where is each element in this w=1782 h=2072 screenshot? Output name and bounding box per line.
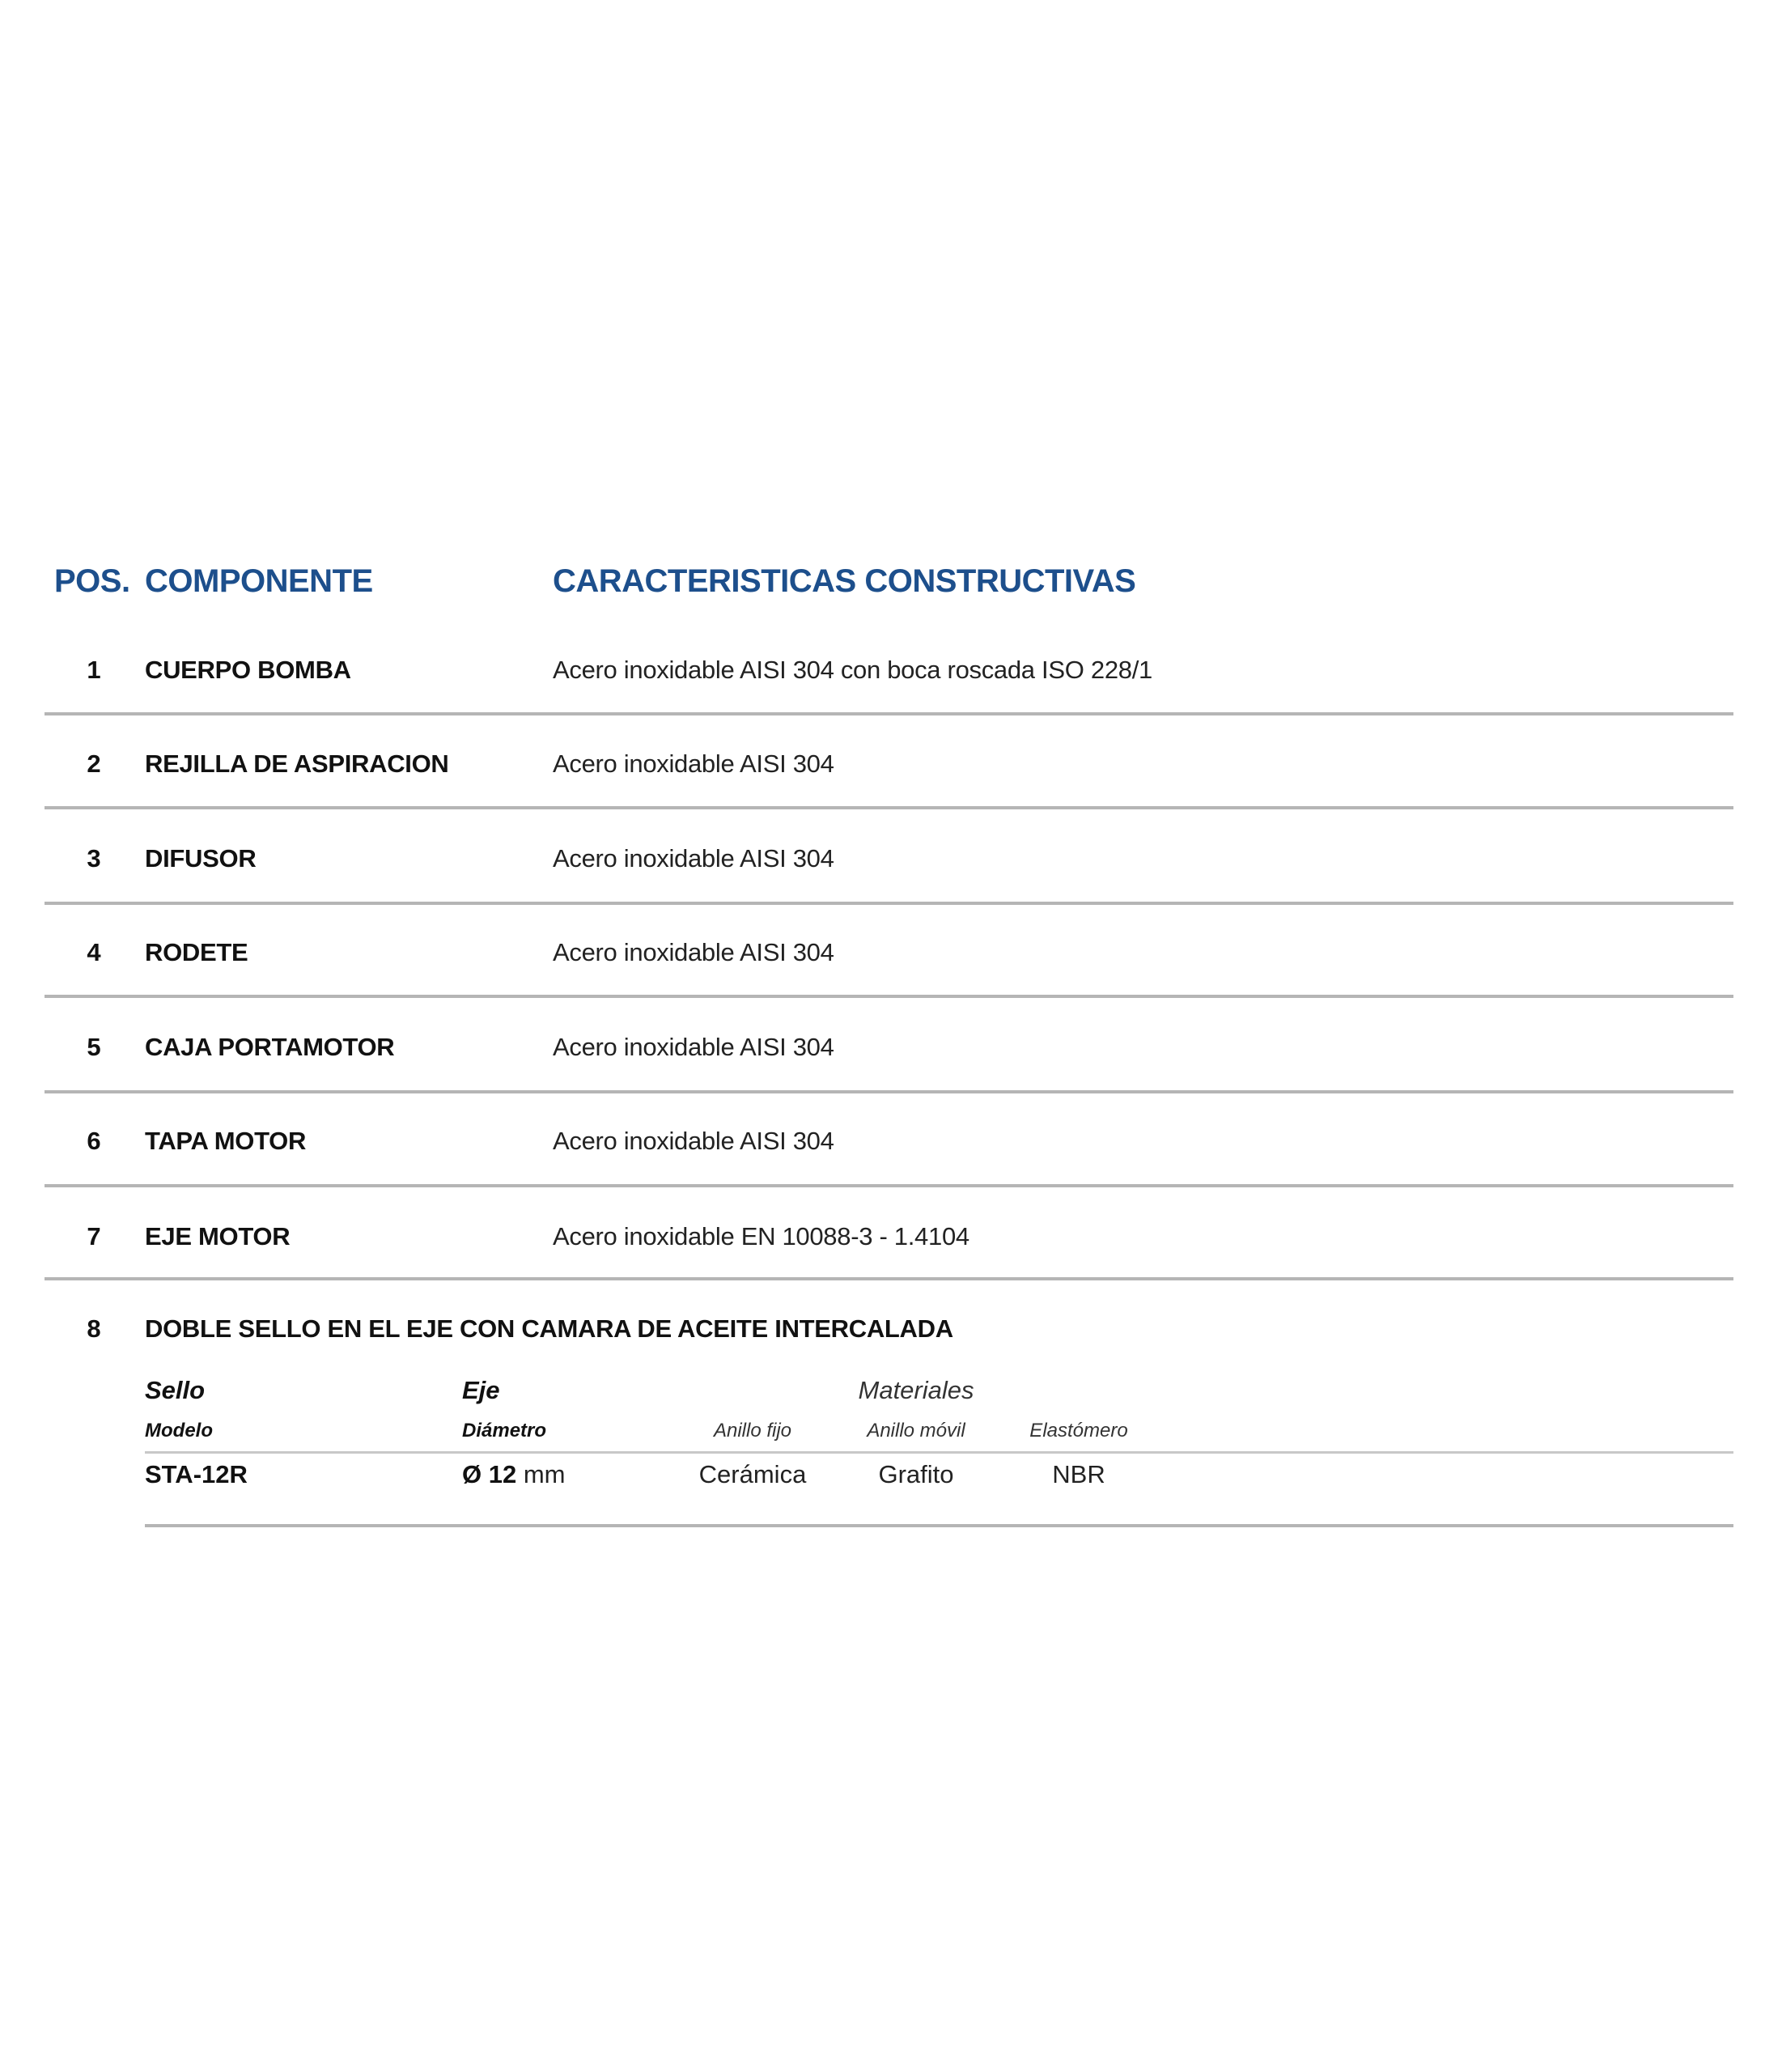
diametro-number: Ø 12 bbox=[462, 1460, 517, 1488]
col-anillo-movil: Anillo móvil bbox=[867, 1420, 965, 1441]
row-divider bbox=[45, 712, 1733, 715]
row-pos: 6 bbox=[87, 1127, 101, 1155]
group-eje: Eje bbox=[462, 1376, 500, 1404]
row-pos: 5 bbox=[87, 1033, 101, 1061]
row-divider bbox=[45, 1090, 1733, 1093]
row-component: CUERPO BOMBA bbox=[145, 656, 351, 684]
row-pos: 3 bbox=[87, 844, 101, 873]
row-component: DIFUSOR bbox=[145, 844, 257, 873]
group-sello: Sello bbox=[145, 1376, 206, 1404]
row-characteristics: Acero inoxidable AISI 304 bbox=[553, 844, 834, 873]
row-divider bbox=[45, 1184, 1733, 1187]
header-pos: POS. bbox=[54, 563, 130, 599]
value-diametro: Ø 12 mm bbox=[462, 1462, 566, 1487]
row-pos: 7 bbox=[87, 1222, 101, 1250]
seal-title: DOBLE SELLO EN EL EJE CON CAMARA DE ACEI… bbox=[145, 1314, 953, 1343]
diametro-unit: mm bbox=[523, 1460, 566, 1488]
group-materiales: Materiales bbox=[858, 1376, 974, 1404]
row-divider bbox=[45, 806, 1733, 809]
row-divider bbox=[45, 902, 1733, 905]
col-elastomero: Elastómero bbox=[1029, 1420, 1128, 1441]
row-divider bbox=[45, 1277, 1733, 1280]
row-divider bbox=[45, 995, 1733, 998]
row-characteristics: Acero inoxidable AISI 304 bbox=[553, 749, 834, 778]
col-anillo-fijo: Anillo fijo bbox=[713, 1420, 792, 1441]
value-anillo-movil: Grafito bbox=[878, 1460, 954, 1488]
value-anillo-fijo: Cerámica bbox=[698, 1460, 807, 1488]
value-modelo: STA-12R bbox=[145, 1460, 248, 1488]
header-characteristics: CARACTERISTICAS CONSTRUCTIVAS bbox=[553, 563, 1136, 599]
row-characteristics: Acero inoxidable AISI 304 bbox=[553, 938, 834, 966]
row-component: EJE MOTOR bbox=[145, 1222, 291, 1250]
row-component: RODETE bbox=[145, 938, 248, 966]
row-characteristics: Acero inoxidable EN 10088-3 - 1.4104 bbox=[553, 1222, 969, 1250]
row-pos: 1 bbox=[87, 656, 101, 684]
row-component: REJILLA DE ASPIRACION bbox=[145, 749, 449, 778]
header-component: COMPONENTE bbox=[145, 563, 373, 599]
col-diametro: Diámetro bbox=[462, 1420, 547, 1441]
subtable-divider bbox=[145, 1451, 1733, 1454]
row-characteristics: Acero inoxidable AISI 304 con boca rosca… bbox=[553, 656, 1152, 684]
row-pos: 4 bbox=[87, 938, 101, 966]
subtable-bottom-rule bbox=[145, 1524, 1733, 1527]
seal-pos: 8 bbox=[87, 1314, 101, 1343]
value-elastomero: NBR bbox=[1052, 1460, 1105, 1488]
col-modelo: Modelo bbox=[145, 1420, 213, 1441]
row-characteristics: Acero inoxidable AISI 304 bbox=[553, 1033, 834, 1061]
row-component: CAJA PORTAMOTOR bbox=[145, 1033, 395, 1061]
row-pos: 2 bbox=[87, 749, 101, 778]
row-characteristics: Acero inoxidable AISI 304 bbox=[553, 1127, 834, 1155]
row-component: TAPA MOTOR bbox=[145, 1127, 307, 1155]
